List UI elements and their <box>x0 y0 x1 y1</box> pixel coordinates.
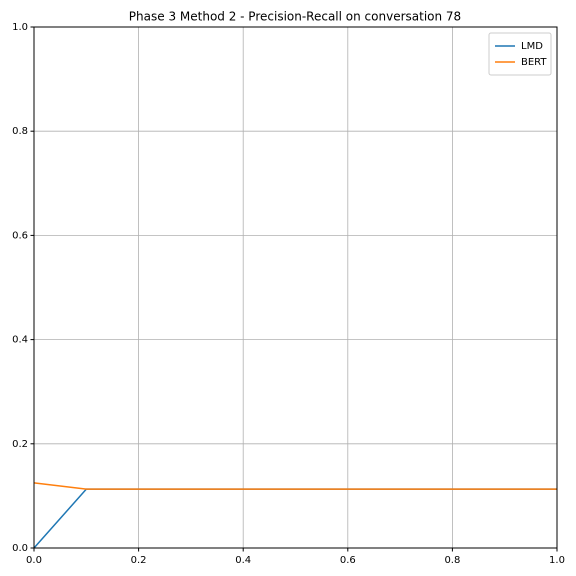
legend-box <box>488 32 552 76</box>
legend: LMD BERT <box>488 32 552 76</box>
y-tick-label: 0.0 <box>12 543 28 554</box>
plot-lines <box>33 482 557 549</box>
grid <box>33 26 558 549</box>
y-tick-label: 0.4 <box>12 335 28 346</box>
x-tick-label: 1.0 <box>549 555 565 566</box>
y-tick-label: 0.6 <box>12 230 28 241</box>
series-line <box>33 482 557 490</box>
x-tick-label: 0.0 <box>26 555 42 566</box>
x-tick-label: 0.2 <box>131 555 147 566</box>
axes-frame <box>33 26 558 549</box>
y-tick-label: 1.0 <box>12 22 28 33</box>
x-tick-label: 0.4 <box>235 555 251 566</box>
y-tick-label: 0.2 <box>12 439 28 450</box>
chart-title: Phase 3 Method 2 - Precision-Recall on c… <box>129 10 461 24</box>
y-tick-label: 0.8 <box>12 126 28 137</box>
x-tick-label: 0.6 <box>340 555 356 566</box>
ticks: 0.0 0.2 0.4 0.6 0.8 1.0 0.0 0.2 0.4 0.6 0.8 1.0 <box>12 22 565 566</box>
legend-label: BERT <box>521 57 547 68</box>
x-tick-label: 0.8 <box>444 555 460 566</box>
legend-label: LMD <box>521 41 543 52</box>
